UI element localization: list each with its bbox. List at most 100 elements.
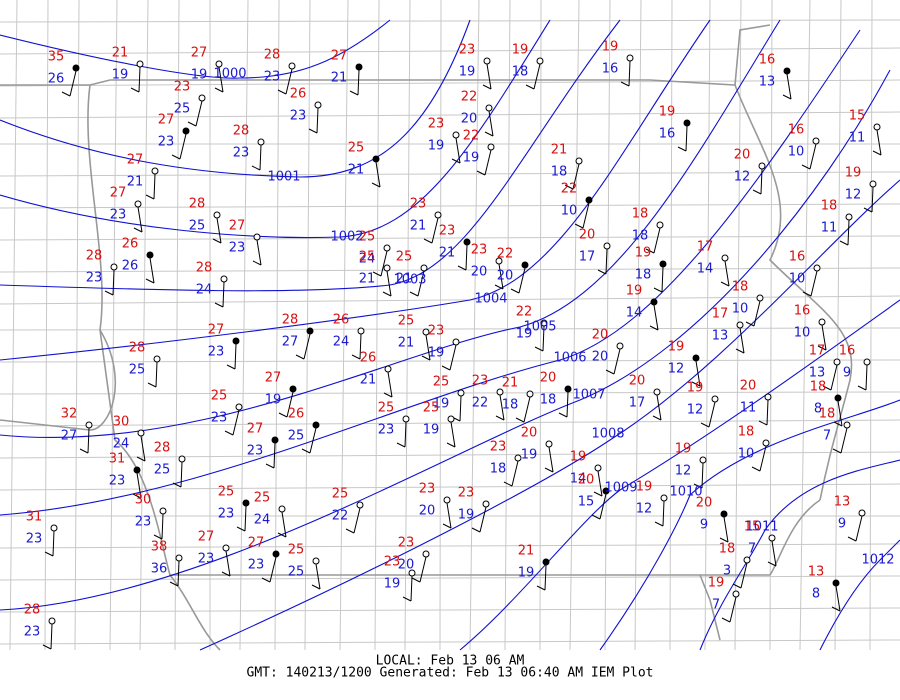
wind-barb (232, 409, 240, 436)
dewpoint: 20 (592, 350, 609, 365)
station-marker (720, 510, 728, 518)
wind-barb (449, 344, 457, 371)
wind-barb (503, 481, 513, 487)
wind-barb (411, 577, 421, 583)
county-line (374, 0, 380, 651)
dewpoint: 23 (247, 444, 264, 459)
station-marker (178, 455, 186, 463)
dewpoint: 7 (712, 598, 720, 613)
temperature: 26 (333, 313, 350, 328)
temperature: 28 (196, 261, 213, 276)
wind-barb (735, 348, 745, 354)
dewpoint: 18 (635, 268, 652, 283)
dewpoint: 14 (626, 306, 643, 321)
station-marker (452, 338, 460, 346)
isobar (199, 179, 900, 651)
dewpoint: 19 (423, 423, 440, 438)
wind-barb (732, 583, 742, 589)
station-marker (408, 569, 416, 577)
wind-barb (809, 143, 817, 170)
station-marker (818, 318, 826, 326)
station-marker (159, 507, 167, 515)
wind-barb (79, 448, 89, 454)
temperature: 25 (254, 491, 271, 506)
dewpoint: 21 (398, 336, 415, 351)
temperature: 23 (439, 224, 456, 239)
wind-barb (677, 146, 687, 152)
isobar-label: 1002 (330, 230, 363, 245)
wind-barb (214, 87, 224, 93)
wind-barb (525, 84, 535, 90)
wind-barb (871, 186, 874, 213)
wind-barb (745, 321, 755, 327)
wind-barb (451, 158, 461, 164)
county-line (0, 203, 900, 209)
temperature: 32 (61, 407, 78, 422)
dewpoint: 24 (113, 437, 130, 452)
station-marker (215, 60, 223, 68)
wind-barb (518, 267, 526, 294)
isobar (0, 19, 551, 239)
isobar (0, 19, 621, 292)
wind-barb (446, 502, 452, 529)
temperature: 19 (602, 40, 619, 55)
dewpoint: 18 (551, 165, 568, 180)
wind-barb (180, 461, 183, 488)
temperature: 30 (113, 415, 130, 430)
isobar (0, 19, 391, 79)
temperature: 19 (512, 43, 529, 58)
station-marker (422, 550, 430, 558)
temperature: 20 (540, 371, 557, 386)
temperature: 20 (734, 148, 751, 163)
state-border (700, 499, 821, 576)
temperature: 26 (290, 87, 307, 102)
station-marker (306, 327, 314, 335)
county-line (0, 451, 900, 459)
wind-barb (693, 483, 703, 489)
dewpoint: 10 (561, 204, 578, 219)
station-marker (536, 57, 544, 65)
wind-barb (136, 456, 146, 462)
wind-barb (261, 577, 271, 583)
wind-barb (708, 401, 716, 428)
temperature: 28 (24, 603, 41, 618)
temperature: 19 (659, 105, 676, 120)
temperature: 19 (845, 166, 862, 181)
wind-barb (685, 125, 688, 152)
dewpoint: 24 (359, 252, 376, 267)
county-line (0, 575, 900, 581)
dewpoint: 23 (248, 558, 265, 573)
wind-barb (52, 530, 55, 557)
dewpoint: 7 (748, 542, 756, 557)
wind-barb (801, 164, 811, 170)
station-marker (783, 67, 791, 75)
dewpoint: 17 (579, 250, 596, 265)
dewpoint: 13 (759, 75, 776, 90)
wind-barb (484, 131, 494, 137)
wind-barb (252, 260, 262, 266)
wind-barb (739, 327, 745, 354)
wind-barb (457, 265, 467, 271)
wind-barb (226, 364, 236, 370)
wind-barb (839, 240, 849, 246)
wind-barb (308, 128, 318, 134)
station-marker (48, 617, 56, 625)
county-line (0, 419, 900, 427)
temperature: 25 (211, 389, 228, 404)
wind-barb (484, 149, 492, 176)
wind-barb (383, 392, 393, 398)
temperature: 18 (738, 425, 755, 440)
isobar-label: 1010 (669, 485, 702, 500)
wind-barb (402, 596, 412, 602)
temperature: 21 (551, 143, 568, 158)
temperature: 15 (849, 109, 866, 124)
temperature: 27 (208, 323, 225, 338)
station-marker (175, 554, 183, 562)
station-marker (110, 263, 118, 271)
wind-barb (802, 291, 812, 297)
station-marker (521, 261, 529, 269)
state-border (734, 84, 853, 501)
dewpoint: 19 (428, 346, 445, 361)
dewpoint: 19 (458, 508, 475, 523)
station-marker (843, 421, 851, 429)
